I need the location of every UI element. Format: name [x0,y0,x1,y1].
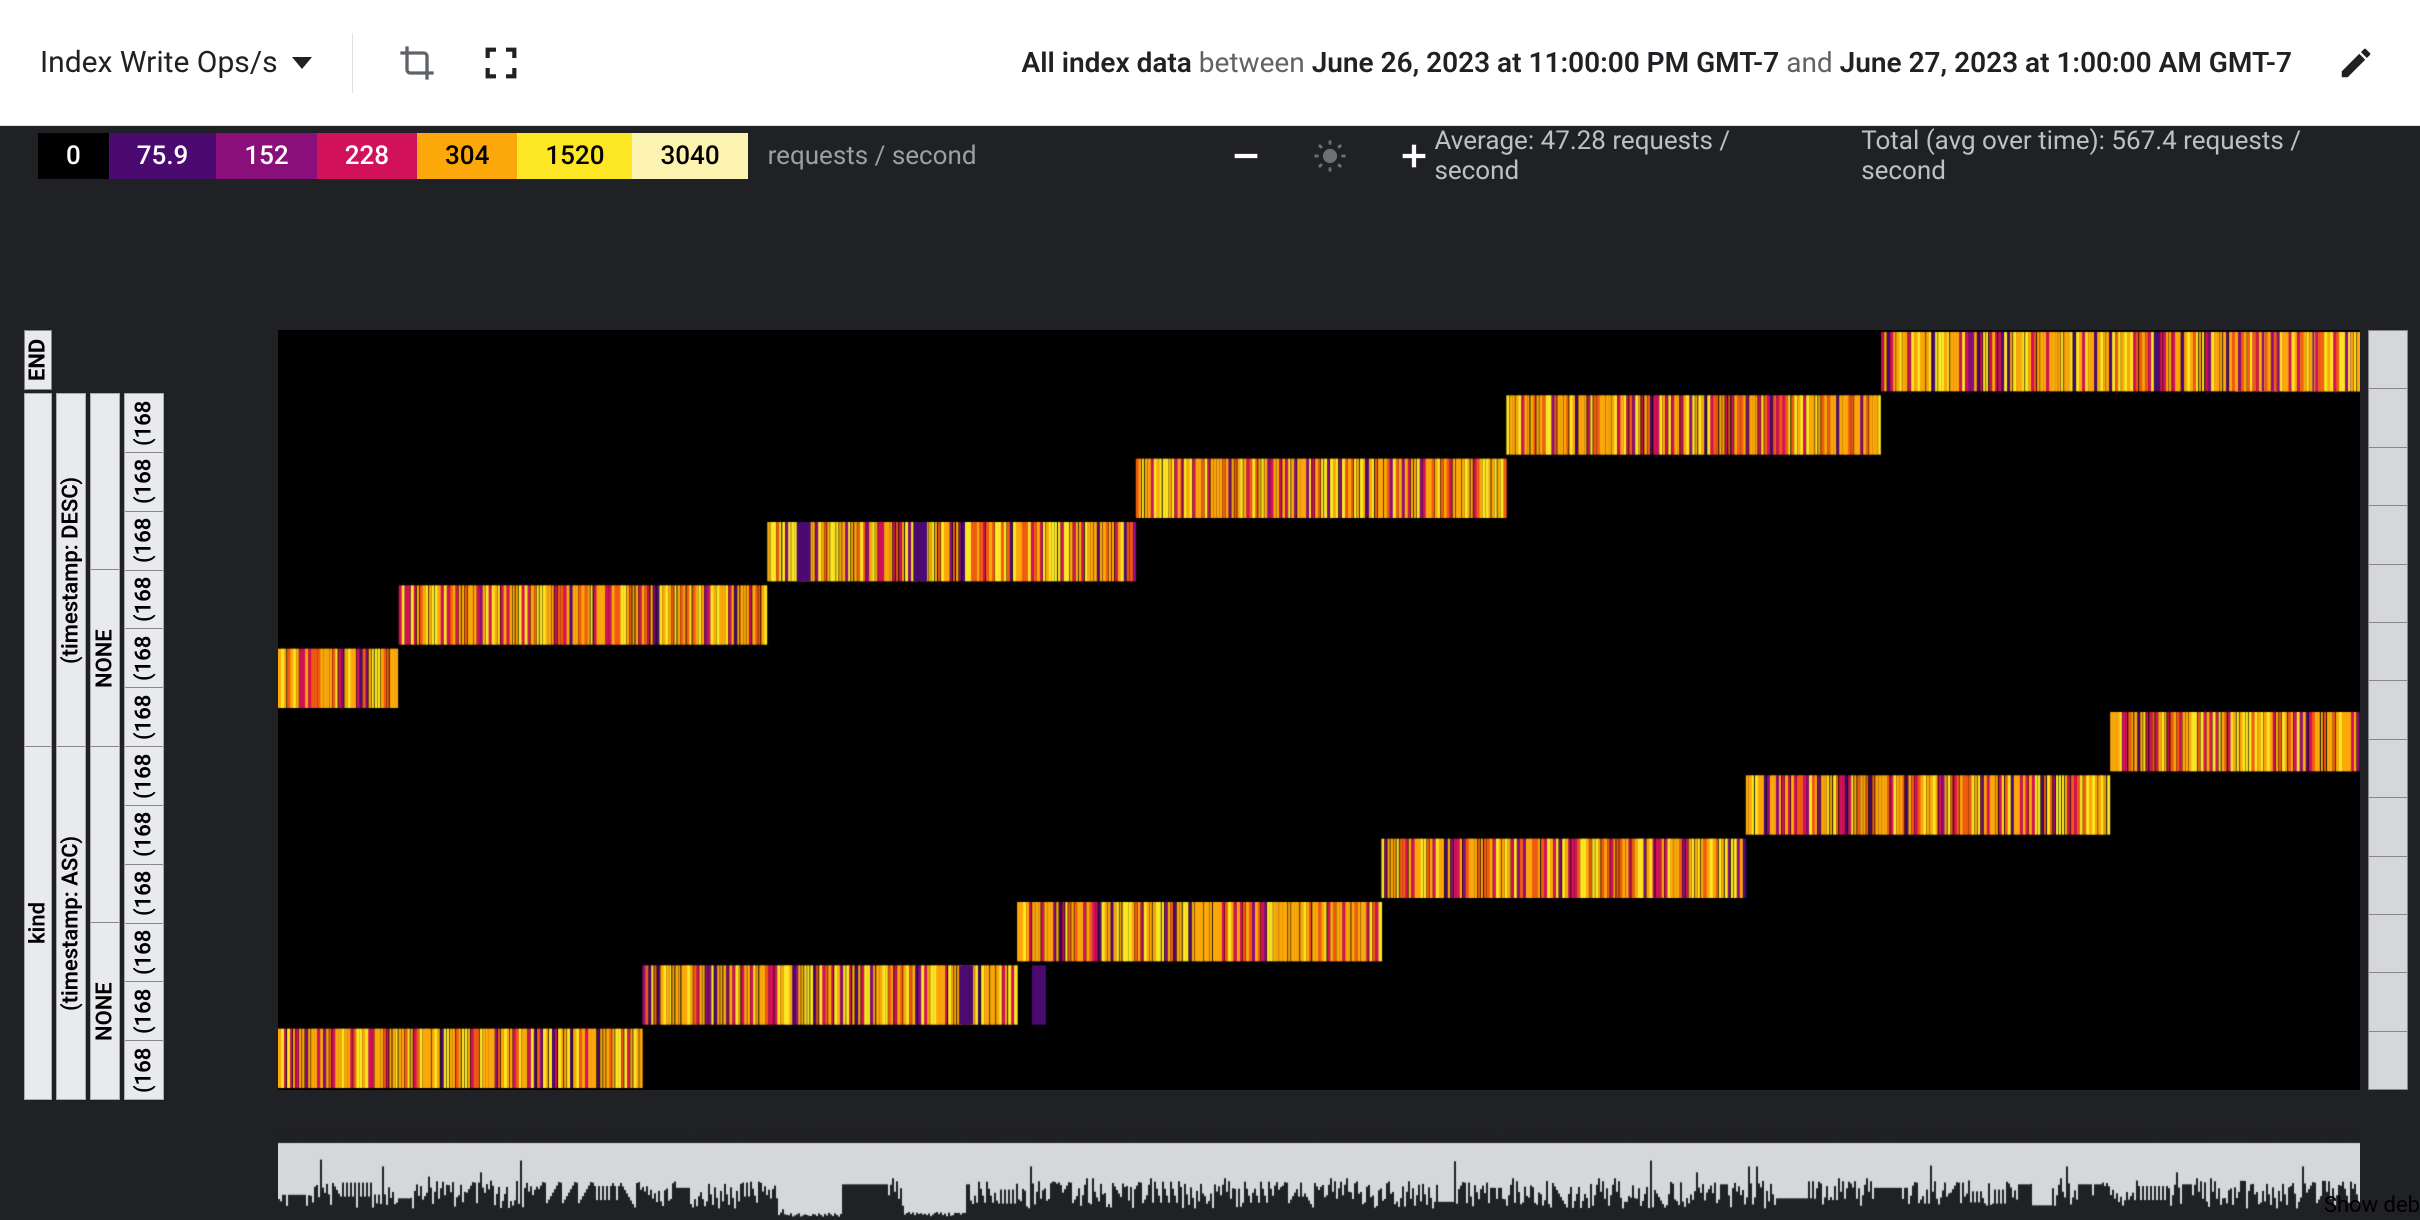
right-rail-cell [2369,331,2407,389]
chevron-down-icon [292,57,312,69]
y-axis-cell: (timestamp: DESC) [57,394,85,747]
right-rail-cell [2369,740,2407,798]
y-axis-cell: NONE [91,571,119,748]
right-rail-cell [2369,973,2407,1031]
right-rail-cell [2369,857,2407,915]
y-axis-column: (timestamp: ASC)(timestamp: DESC) [56,393,86,1100]
y-axis-cell: NONE [91,924,119,1100]
y-axis-cell [91,747,119,924]
right-rail[interactable] [2368,330,2408,1090]
right-rail-cell [2369,1032,2407,1089]
zoom-in-icon[interactable] [1394,136,1434,176]
right-rail-cell [2369,565,2407,623]
fullscreen-icon[interactable] [477,39,525,87]
legend-unit: requests / second [768,141,977,171]
y-axis-cell: (168 [125,806,163,865]
y-axis-cell: (168 [125,982,163,1041]
heatmap-canvas [278,330,2360,1090]
range-prefix: All index data [1022,46,1192,79]
separator [352,33,353,93]
right-rail-cell [2369,915,2407,973]
edit-icon[interactable] [2332,39,2380,87]
right-rail-cell [2369,448,2407,506]
y-axis: kind(timestamp: ASC)(timestamp: DESC)NON… [24,393,244,1100]
range-between: between [1199,46,1305,79]
y-axis-cell: (168 [125,394,163,453]
y-axis-cell: (168 [125,747,163,806]
right-rail-cell [2369,681,2407,739]
stat-average: Average: 47.28 requests / second [1434,126,1821,186]
y-axis-column: NONE NONE [90,393,120,1100]
y-axis-cell: (168 [125,924,163,983]
y-end-label: END [24,330,52,390]
metric-title: Index Write Ops/s [40,45,278,80]
legend-swatch[interactable]: 3040 [632,133,747,179]
right-rail-cell [2369,623,2407,681]
y-axis-cell: (168 [125,865,163,924]
header-bar: Index Write Ops/s All index data between… [0,0,2420,126]
legend-bar: 075.915222830415203040 requests / second… [0,126,2420,186]
sparkline[interactable] [278,1118,2360,1218]
y-axis-cell: kind [25,747,51,1099]
range-start: June 26, 2023 at 11:00:00 PM GMT-7 [1312,46,1780,79]
sparkline-canvas [278,1118,2360,1218]
legend-swatch[interactable]: 152 [216,133,316,179]
zoom-out-icon[interactable] [1226,136,1266,176]
right-rail-cell [2369,798,2407,856]
y-axis-cell: (168 [125,453,163,512]
stats-block: Average: 47.28 requests / second Total (… [1434,126,2392,186]
crop-icon[interactable] [393,39,441,87]
legend-swatch[interactable]: 75.9 [109,133,217,179]
heatmap-panel: 075.915222830415203040 requests / second… [0,126,2420,1220]
right-rail-cell [2369,506,2407,564]
y-axis-cell [25,394,51,747]
y-axis-cell [91,394,119,571]
chart-area: END kind(timestamp: ASC)(timestamp: DESC… [0,188,2420,1220]
y-axis-cell: (168 [125,512,163,571]
heatmap-plot[interactable] [278,330,2360,1090]
y-axis-cell: (timestamp: ASC) [57,747,85,1099]
y-axis-cell: (168 [125,1041,163,1099]
legend-swatch[interactable]: 228 [317,133,417,179]
zoom-controls [1226,136,1434,176]
brightness-icon[interactable] [1310,136,1350,176]
y-axis-column: (168(168(168(168(168(168(168(168(168(168… [124,393,164,1100]
range-end: June 27, 2023 at 1:00:00 AM GMT-7 [1840,46,2292,79]
y-axis-cell: (168 [125,571,163,630]
right-rail-cell [2369,389,2407,447]
legend-swatches: 075.915222830415203040 [38,133,748,179]
legend-swatch[interactable]: 304 [417,133,517,179]
y-axis-cell: (168 [125,688,163,747]
stat-total: Total (avg over time): 567.4 requests / … [1861,126,2392,186]
legend-swatch[interactable]: 1520 [517,133,632,179]
metric-selector[interactable]: Index Write Ops/s [40,45,312,80]
legend-swatch[interactable]: 0 [38,133,109,179]
y-axis-cell: (168 [125,629,163,688]
y-axis-column: kind [24,393,52,1100]
debug-link[interactable]: Show deb [2324,1193,2420,1218]
range-and: and [1786,46,1832,79]
time-range-text: All index data between June 26, 2023 at … [1022,46,2292,79]
